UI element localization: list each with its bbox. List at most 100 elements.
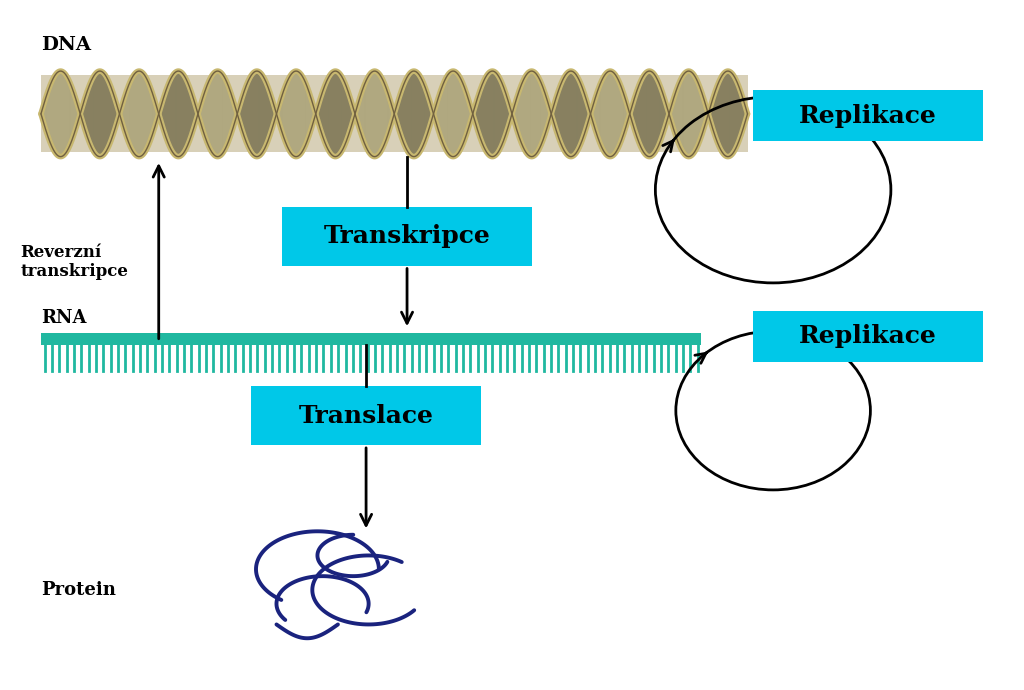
- Polygon shape: [340, 73, 341, 155]
- Polygon shape: [253, 72, 255, 156]
- Polygon shape: [731, 73, 733, 155]
- Polygon shape: [467, 94, 468, 134]
- Polygon shape: [185, 79, 187, 149]
- Polygon shape: [172, 75, 173, 153]
- Polygon shape: [552, 107, 553, 121]
- Polygon shape: [545, 92, 546, 136]
- Polygon shape: [73, 90, 75, 138]
- Polygon shape: [606, 72, 608, 156]
- Polygon shape: [507, 98, 509, 130]
- Polygon shape: [147, 79, 148, 148]
- Polygon shape: [534, 72, 536, 156]
- Polygon shape: [95, 72, 97, 156]
- Polygon shape: [411, 72, 412, 156]
- Polygon shape: [187, 82, 189, 146]
- Polygon shape: [699, 87, 701, 141]
- Polygon shape: [334, 71, 336, 157]
- Polygon shape: [479, 88, 481, 139]
- Polygon shape: [295, 71, 297, 157]
- Polygon shape: [667, 104, 668, 124]
- Polygon shape: [553, 101, 555, 126]
- Polygon shape: [260, 72, 262, 155]
- Polygon shape: [50, 81, 51, 146]
- Polygon shape: [506, 92, 507, 135]
- Polygon shape: [477, 93, 479, 135]
- Polygon shape: [51, 78, 53, 150]
- Polygon shape: [294, 71, 295, 157]
- Polygon shape: [165, 89, 166, 139]
- Polygon shape: [592, 103, 594, 125]
- Polygon shape: [267, 85, 269, 143]
- Polygon shape: [221, 72, 223, 155]
- Polygon shape: [726, 71, 728, 157]
- Polygon shape: [569, 71, 571, 157]
- Polygon shape: [419, 75, 421, 153]
- Polygon shape: [546, 97, 548, 131]
- Polygon shape: [214, 72, 216, 156]
- Polygon shape: [104, 74, 106, 154]
- Polygon shape: [153, 92, 154, 135]
- Polygon shape: [436, 97, 438, 130]
- Polygon shape: [492, 71, 494, 157]
- Polygon shape: [628, 106, 629, 122]
- Polygon shape: [80, 109, 82, 119]
- Polygon shape: [518, 89, 519, 139]
- Polygon shape: [460, 77, 462, 151]
- Polygon shape: [596, 92, 597, 136]
- Polygon shape: [331, 72, 333, 155]
- Polygon shape: [494, 71, 495, 157]
- Polygon shape: [316, 105, 318, 123]
- Polygon shape: [384, 81, 385, 146]
- Polygon shape: [536, 73, 538, 155]
- Polygon shape: [55, 73, 57, 155]
- Polygon shape: [445, 76, 447, 152]
- FancyBboxPatch shape: [41, 75, 748, 152]
- Polygon shape: [270, 95, 272, 133]
- Polygon shape: [112, 89, 114, 139]
- Polygon shape: [216, 71, 217, 157]
- Polygon shape: [326, 80, 327, 148]
- Text: Reverzní
transkripce: Reverzní transkripce: [20, 244, 128, 281]
- Polygon shape: [78, 106, 80, 121]
- Polygon shape: [173, 72, 175, 155]
- Polygon shape: [53, 75, 55, 152]
- Polygon shape: [290, 74, 292, 154]
- Polygon shape: [528, 71, 530, 157]
- Polygon shape: [624, 95, 626, 133]
- Polygon shape: [407, 75, 409, 152]
- Polygon shape: [693, 73, 694, 155]
- Polygon shape: [449, 72, 451, 156]
- Polygon shape: [538, 75, 539, 152]
- Polygon shape: [654, 74, 655, 154]
- Polygon shape: [131, 77, 133, 151]
- Polygon shape: [428, 95, 429, 132]
- Polygon shape: [701, 92, 703, 136]
- Text: Translace: Translace: [299, 404, 433, 428]
- Polygon shape: [343, 79, 345, 149]
- Polygon shape: [193, 97, 195, 131]
- Polygon shape: [584, 90, 585, 137]
- Polygon shape: [345, 83, 346, 145]
- Polygon shape: [223, 75, 224, 153]
- Polygon shape: [307, 88, 309, 139]
- Polygon shape: [424, 85, 426, 143]
- Polygon shape: [302, 77, 304, 151]
- Polygon shape: [179, 71, 180, 157]
- Polygon shape: [703, 97, 706, 130]
- Polygon shape: [275, 110, 278, 118]
- Polygon shape: [382, 78, 384, 150]
- Polygon shape: [265, 81, 267, 147]
- Polygon shape: [486, 74, 487, 154]
- Polygon shape: [643, 74, 645, 154]
- Polygon shape: [333, 71, 334, 157]
- Polygon shape: [387, 91, 389, 137]
- Polygon shape: [58, 71, 60, 157]
- Polygon shape: [416, 71, 417, 157]
- Polygon shape: [543, 86, 545, 141]
- Polygon shape: [451, 71, 453, 157]
- Polygon shape: [530, 71, 532, 157]
- Polygon shape: [57, 72, 58, 156]
- Polygon shape: [456, 72, 458, 155]
- Polygon shape: [228, 86, 230, 142]
- Polygon shape: [372, 71, 373, 157]
